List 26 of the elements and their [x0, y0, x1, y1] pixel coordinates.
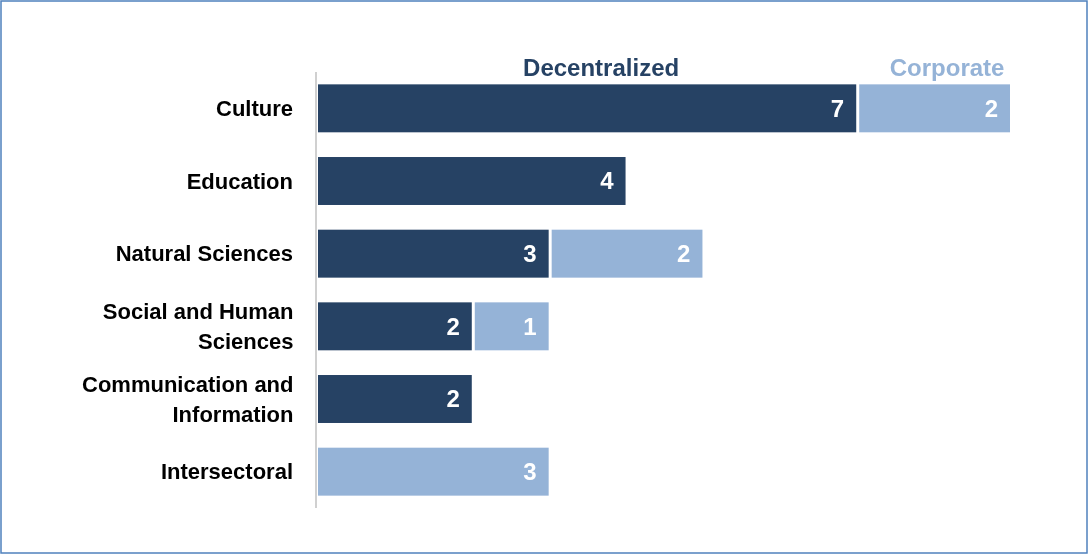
y-tick-label: Culture	[216, 96, 293, 122]
data-label: 2	[446, 385, 460, 413]
data-label: 3	[523, 458, 537, 486]
series-label: Corporate	[889, 54, 1005, 82]
y-tick-label: Social and Human Sciences	[102, 299, 294, 355]
series-label: Decentralized	[523, 54, 680, 82]
data-label: 7	[830, 94, 845, 122]
bar	[474, 302, 549, 351]
bar	[318, 375, 472, 423]
bar	[318, 84, 857, 133]
y-tick-label: Intersectoral	[160, 459, 293, 485]
data-label: 2	[446, 312, 460, 340]
bar	[318, 447, 549, 496]
bar	[318, 229, 549, 278]
bar	[318, 157, 626, 205]
data-label: 1	[523, 312, 537, 340]
data-label: 3	[523, 240, 537, 268]
bar	[859, 84, 1010, 133]
y-tick-label: Communication and Information	[82, 371, 294, 427]
data-label: 2	[984, 94, 998, 122]
data-label: 4	[600, 167, 615, 195]
bar	[551, 229, 703, 278]
bar	[318, 302, 472, 351]
data-label: 2	[677, 240, 691, 268]
y-tick-label: Education	[186, 168, 293, 194]
y-tick-label: Natural Sciences	[115, 241, 293, 267]
